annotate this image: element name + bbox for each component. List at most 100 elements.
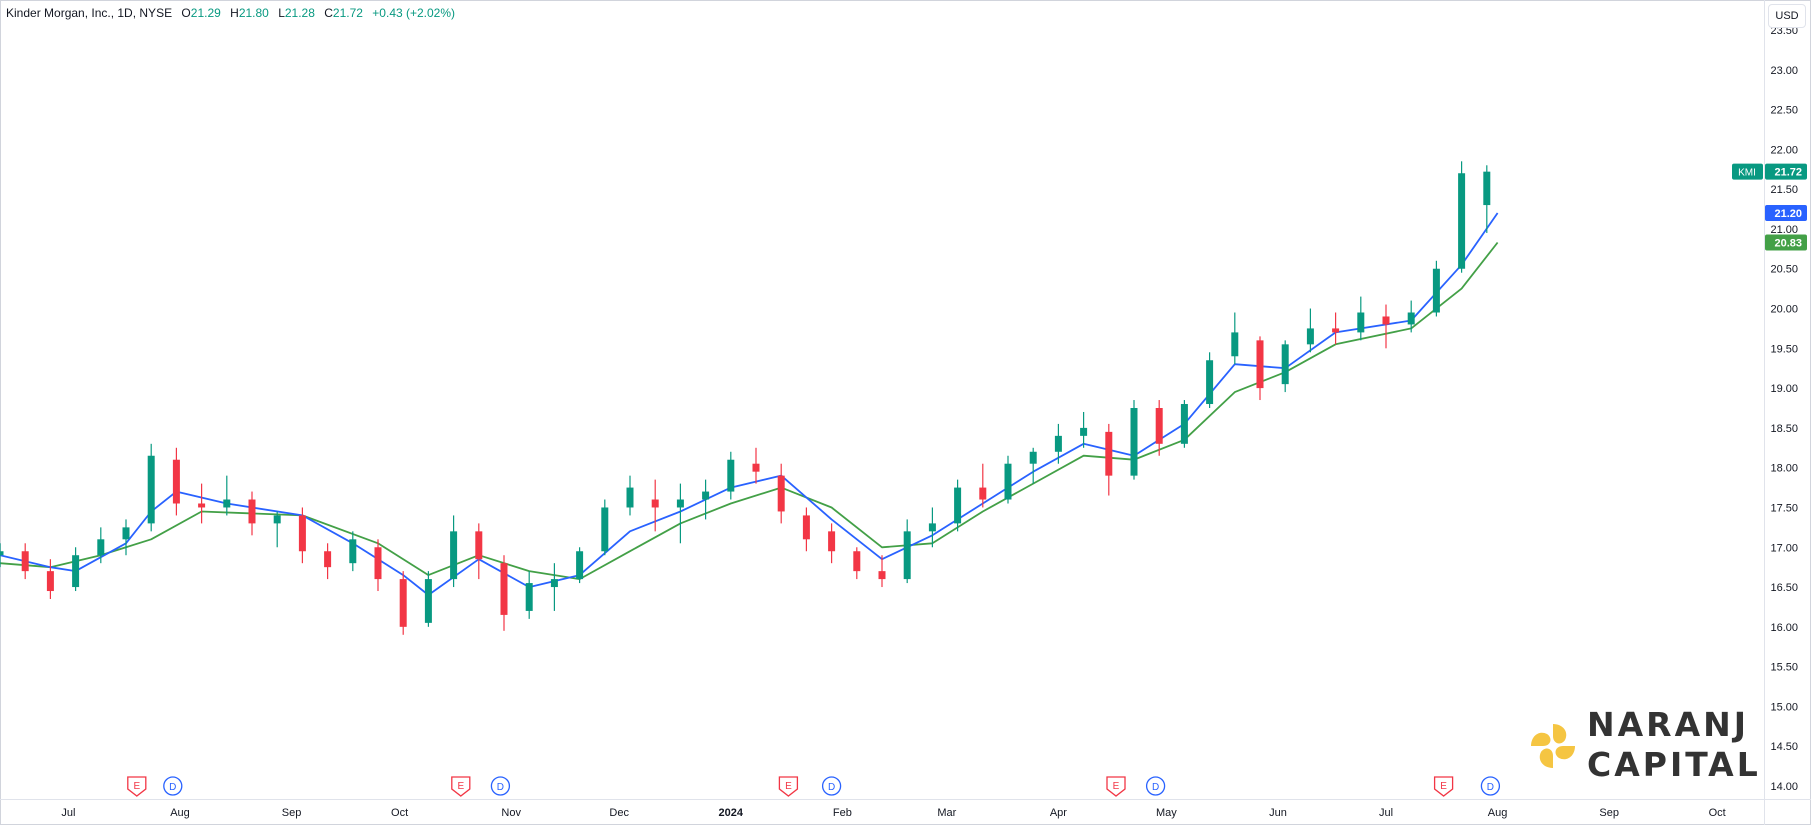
candle-body xyxy=(878,571,886,580)
earnings-marker-icon xyxy=(127,776,147,797)
y-tick-label: 15.50 xyxy=(1770,662,1798,674)
y-tick-label: 21.50 xyxy=(1770,184,1798,196)
candle-body xyxy=(399,579,407,627)
x-tick-label: Oct xyxy=(1709,807,1726,819)
candle-body xyxy=(349,539,357,564)
dividend-marker-label: D xyxy=(828,782,835,793)
dividend-marker-label: D xyxy=(1487,782,1494,793)
y-tick-label: 14.00 xyxy=(1770,781,1798,793)
close-label: C xyxy=(324,6,333,20)
candle-body xyxy=(1407,312,1415,325)
dividend-marker-label: D xyxy=(497,782,504,793)
dividend-marker-label: D xyxy=(169,782,176,793)
time-axis[interactable]: Jul Aug Sep Oct Nov Dec 2024 Feb Mar Apr May Jun Jul… xyxy=(61,807,1725,819)
candle-body xyxy=(1357,312,1365,333)
y-tick-label: 23.50 xyxy=(1770,25,1798,37)
x-tick-label: Aug xyxy=(170,807,190,819)
candle-body xyxy=(97,539,105,556)
y-tick-label: 20.50 xyxy=(1770,264,1798,276)
y-tick-label: 15.00 xyxy=(1770,701,1798,713)
candle-body xyxy=(223,499,231,508)
earnings-marker-icon xyxy=(1106,776,1126,797)
x-tick-label: Dec xyxy=(609,807,629,819)
y-tick-label: 19.00 xyxy=(1770,383,1798,395)
naranj-capital-logo: NARANJ CAPITAL xyxy=(1525,706,1765,786)
candle-body xyxy=(601,507,609,552)
candle-body xyxy=(802,515,810,540)
x-tick-label: Mar xyxy=(937,807,956,819)
x-tick-label: Jul xyxy=(61,807,75,819)
candle-body xyxy=(21,551,29,572)
earnings-marker-label: E xyxy=(457,781,464,792)
candle-body xyxy=(651,499,659,508)
price-label-text: 21.20 xyxy=(1774,208,1802,220)
candle-body xyxy=(374,547,382,580)
candle-body xyxy=(172,459,180,504)
candle-body xyxy=(1080,427,1088,436)
ticker-tag-text: KMI xyxy=(1738,168,1756,179)
high-value: 21.80 xyxy=(238,6,269,20)
candle-body xyxy=(1004,463,1012,500)
earnings-marker-label: E xyxy=(133,781,140,792)
y-tick-label: 16.50 xyxy=(1770,582,1798,594)
dividend-marker-icon xyxy=(821,776,842,796)
dividend-marker-label: D xyxy=(1152,782,1159,793)
candle-body xyxy=(450,531,458,580)
candle-body xyxy=(1155,408,1163,444)
price-label-box xyxy=(1765,205,1807,222)
candle-body xyxy=(198,503,206,508)
dividend-marker-icon xyxy=(1145,776,1166,796)
candle-body xyxy=(550,579,558,588)
candle-body xyxy=(1458,173,1466,269)
symbol-info-bar: Kinder Morgan, Inc., 1D, NYSE O21.29 H21… xyxy=(6,6,461,20)
candle-body xyxy=(928,523,936,532)
y-tick-label: 17.00 xyxy=(1770,542,1798,554)
candle-body xyxy=(298,515,306,552)
candle-body xyxy=(147,455,155,524)
candle-body xyxy=(1029,451,1037,464)
candle-body xyxy=(727,459,735,492)
x-tick-label: Jul xyxy=(1379,807,1393,819)
logo-line2: CAPITAL xyxy=(1587,745,1761,784)
candle-body xyxy=(46,571,54,592)
candle-body xyxy=(853,551,861,572)
x-tick-label: Sep xyxy=(282,807,302,819)
candle-body xyxy=(1105,431,1113,476)
candle-body xyxy=(1256,340,1264,389)
price-label-box xyxy=(1765,234,1807,251)
candle-body xyxy=(626,487,634,508)
currency-button[interactable]: USD xyxy=(1768,4,1806,28)
candle-body xyxy=(979,487,987,500)
earnings-marker-icon xyxy=(778,776,799,797)
earnings-marker-icon xyxy=(1433,776,1454,797)
candle-body xyxy=(777,475,785,512)
y-tick-label: 18.50 xyxy=(1770,423,1798,435)
candle-body xyxy=(1206,360,1214,405)
x-tick-label: Aug xyxy=(1488,807,1508,819)
candle-body xyxy=(248,499,256,524)
candle-body xyxy=(424,579,432,623)
candle-body xyxy=(576,551,584,580)
candle-body xyxy=(752,463,760,472)
y-tick-label: 20.00 xyxy=(1770,304,1798,316)
candles-layer xyxy=(0,161,1491,635)
x-tick-label: Feb xyxy=(833,807,852,819)
logo-mark-icon xyxy=(1531,724,1575,768)
dividend-marker-icon xyxy=(490,776,511,796)
price-axis[interactable]: 14.00 14.50 15.00 15.50 16.00 16.50 17.00 17.50… xyxy=(1770,25,1798,793)
ticker-tag-box xyxy=(1732,163,1763,180)
candle-body xyxy=(903,531,911,580)
earnings-marker-label: E xyxy=(785,781,792,792)
candle-body xyxy=(475,531,483,560)
candle-body xyxy=(828,531,836,552)
symbol-title[interactable]: Kinder Morgan, Inc., 1D, NYSE xyxy=(6,6,173,20)
earnings-marker-icon xyxy=(451,776,471,797)
y-tick-label: 17.50 xyxy=(1770,502,1798,514)
price-label-text: 20.83 xyxy=(1774,237,1802,249)
y-tick-label: 22.50 xyxy=(1770,105,1798,117)
x-tick-label: 2024 xyxy=(719,807,744,819)
price-label-text: 21.72 xyxy=(1774,167,1802,179)
